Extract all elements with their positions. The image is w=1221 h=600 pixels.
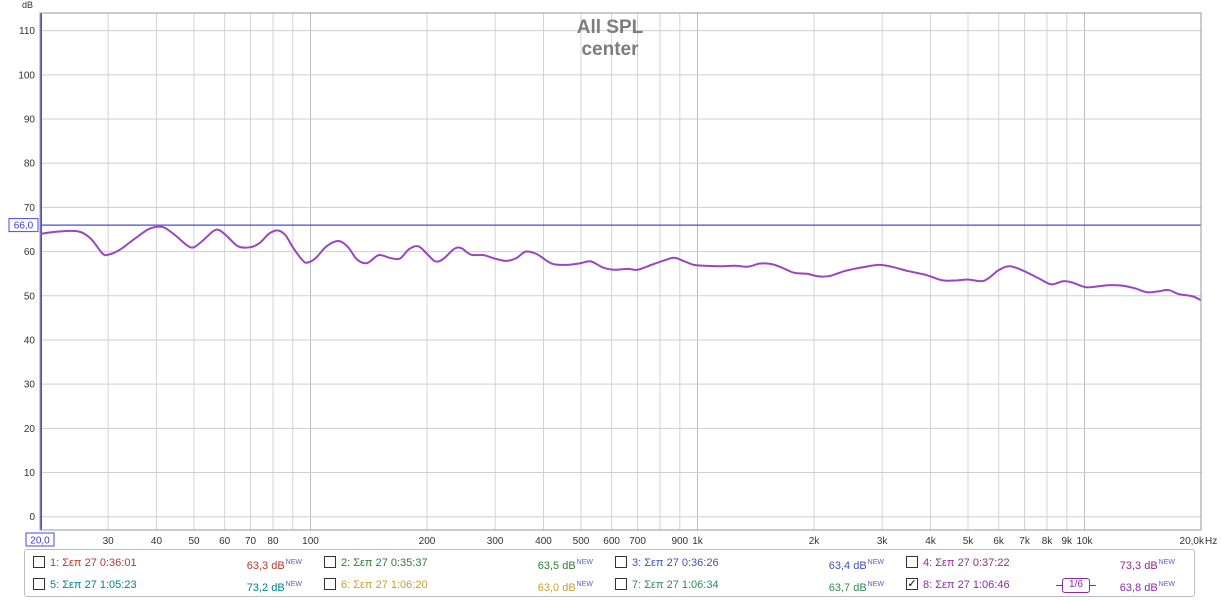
y-tick-label-40: 40 <box>24 335 36 346</box>
reference-line-label[interactable]: 66,0 <box>8 218 39 233</box>
x-tick-label-2k: 2k <box>809 536 821 547</box>
y-tick-label-50: 50 <box>24 291 36 302</box>
y-tick-label-60: 60 <box>24 247 36 258</box>
legend-label-7: 7: Σεπ 27 1:06:34 <box>632 579 719 591</box>
x-tick-labels: 30 40 50 60 70 80 100 200 300 400 500 600 700 900 1k 2k… <box>103 536 1205 547</box>
x-start-label[interactable]: 20,0 <box>25 532 55 547</box>
x-tick-label-900: 900 <box>671 536 688 547</box>
x-tick-label-50: 50 <box>188 536 200 547</box>
plot-frame <box>39 12 1202 531</box>
legend-checkbox-4[interactable] <box>906 556 918 568</box>
legend-value-2: 63,5 dBNEW <box>537 559 593 572</box>
legend-value-4: 73,3 dBNEW <box>1119 559 1175 572</box>
smoothing-line-right <box>1090 585 1096 586</box>
legend-label-3: 3: Σεπ 27 0:36:26 <box>632 557 719 569</box>
x-tick-label-30: 30 <box>103 536 115 547</box>
x-tick-label-60: 60 <box>219 536 231 547</box>
x-tick-label-500: 500 <box>573 536 590 547</box>
y-tick-label-20: 20 <box>24 424 36 435</box>
y-tick-label-90: 90 <box>24 115 36 126</box>
x-tick-label-6k: 6k <box>993 536 1005 547</box>
plot-background <box>40 13 1201 530</box>
legend-checkbox-7[interactable] <box>615 578 627 590</box>
spl-chart: 0 10 20 30 40 50 60 70 80 90 100 110 30 40 50 60 70 80 10… <box>8 0 1217 547</box>
legend-new-tag-7: NEW <box>867 581 884 588</box>
series-8-curve <box>39 225 1202 302</box>
x-tick-label-70: 70 <box>245 536 257 547</box>
legend-label-2: 2: Σεπ 27 0:35:37 <box>341 557 428 569</box>
legend-value-6: 63,0 dBNEW <box>537 581 593 594</box>
x-tick-label-200: 200 <box>419 536 436 547</box>
legend-checkbox-5[interactable] <box>33 578 45 590</box>
legend-item-7[interactable]: 7: Σεπ 27 1:06:34 63,7 dBNEW <box>615 575 895 595</box>
x-tick-label-700: 700 <box>629 536 646 547</box>
x-tick-label-8k: 8k <box>1042 536 1054 547</box>
smoothing-line-left <box>1056 585 1062 586</box>
legend-new-tag-2: NEW <box>576 559 593 566</box>
legend-item-4[interactable]: 4: Σεπ 27 0:37:22 73,3 dBNEW <box>906 553 1186 573</box>
svg-text:20,0: 20,0 <box>30 536 50 547</box>
x-tick-label-80: 80 <box>267 536 279 547</box>
chart-subtitle: center <box>581 39 639 60</box>
smoothing-indicator[interactable]: 1/6 <box>1062 578 1090 593</box>
x-tick-label-7k: 7k <box>1019 536 1031 547</box>
x-tick-label-300: 300 <box>487 536 504 547</box>
legend-label-4: 4: Σεπ 27 0:37:22 <box>923 557 1010 569</box>
y-tick-labels: 0 10 20 30 40 50 60 70 80 90 100 110 <box>18 26 35 523</box>
x-tick-label-1k: 1k <box>692 536 704 547</box>
legend-label-1: 1: Σεπ 27 0:36:01 <box>50 557 137 569</box>
legend-value-8: 63,8 dBNEW <box>1119 581 1175 594</box>
y-tick-label-0: 0 <box>29 512 35 523</box>
x-tick-label-20,0k: 20,0k <box>1180 536 1205 547</box>
legend-checkbox-8[interactable]: ✓ <box>906 578 918 590</box>
svg-text:66,0: 66,0 <box>14 221 34 232</box>
y-axis-label: dB <box>22 0 33 10</box>
legend-label-6: 6: Σεπ 27 1:06:20 <box>341 579 428 591</box>
legend-value-1: 63,3 dBNEW <box>246 559 302 572</box>
chart-title: All SPL <box>577 17 644 38</box>
legend-item-6[interactable]: 6: Σεπ 27 1:06:20 63,0 dBNEW <box>324 575 604 595</box>
legend-value-5: 73,2 dBNEW <box>246 581 302 594</box>
legend-label-8: 8: Σεπ 27 1:06:46 <box>923 579 1010 591</box>
x-tick-label-10k: 10k <box>1076 536 1093 547</box>
y-tick-label-110: 110 <box>19 26 35 37</box>
legend-value-3: 63,4 dBNEW <box>828 559 884 572</box>
measurement-legend: 1: Σεπ 27 0:36:01 63,3 dBNEW 2: Σεπ 27 0:3… <box>24 549 1195 597</box>
y-tick-label-30: 30 <box>24 380 36 391</box>
legend-item-5[interactable]: 5: Σεπ 27 1:05:23 73,2 dBNEW <box>33 575 313 595</box>
legend-item-3[interactable]: 3: Σεπ 27 0:36:26 63,4 dBNEW <box>615 553 895 573</box>
x-tick-label-4k: 4k <box>925 536 937 547</box>
legend-item-2[interactable]: 2: Σεπ 27 0:35:37 63,5 dBNEW <box>324 553 604 573</box>
x-axis-unit: Hz <box>1205 536 1217 547</box>
x-tick-label-5k: 5k <box>963 536 975 547</box>
grid <box>39 13 1202 530</box>
legend-new-tag-1: NEW <box>285 559 302 566</box>
legend-checkbox-6[interactable] <box>324 578 336 590</box>
legend-new-tag-3: NEW <box>867 559 884 566</box>
legend-checkbox-2[interactable] <box>324 556 336 568</box>
legend-new-tag-4: NEW <box>1158 559 1175 566</box>
y-tick-label-10: 10 <box>24 468 36 479</box>
y-tick-label-100: 100 <box>18 70 35 81</box>
x-tick-label-9k: 9k <box>1062 536 1074 547</box>
x-tick-label-600: 600 <box>603 536 620 547</box>
x-tick-label-3k: 3k <box>877 536 889 547</box>
x-tick-label-100: 100 <box>302 536 319 547</box>
legend-label-5: 5: Σεπ 27 1:05:23 <box>50 579 137 591</box>
legend-value-7: 63,7 dBNEW <box>828 581 884 594</box>
legend-new-tag-6: NEW <box>576 581 593 588</box>
legend-checkbox-3[interactable] <box>615 556 627 568</box>
y-tick-label-70: 70 <box>24 203 36 214</box>
legend-item-8[interactable]: ✓ 8: Σεπ 27 1:06:46 63,8 dBNEW <box>906 575 1186 595</box>
y-tick-label-80: 80 <box>24 159 36 170</box>
x-tick-label-40: 40 <box>151 536 163 547</box>
legend-new-tag-8: NEW <box>1158 581 1175 588</box>
legend-new-tag-5: NEW <box>285 581 302 588</box>
legend-checkbox-1[interactable] <box>33 556 45 568</box>
legend-item-1[interactable]: 1: Σεπ 27 0:36:01 63,3 dBNEW <box>33 553 313 573</box>
x-tick-label-400: 400 <box>535 536 552 547</box>
